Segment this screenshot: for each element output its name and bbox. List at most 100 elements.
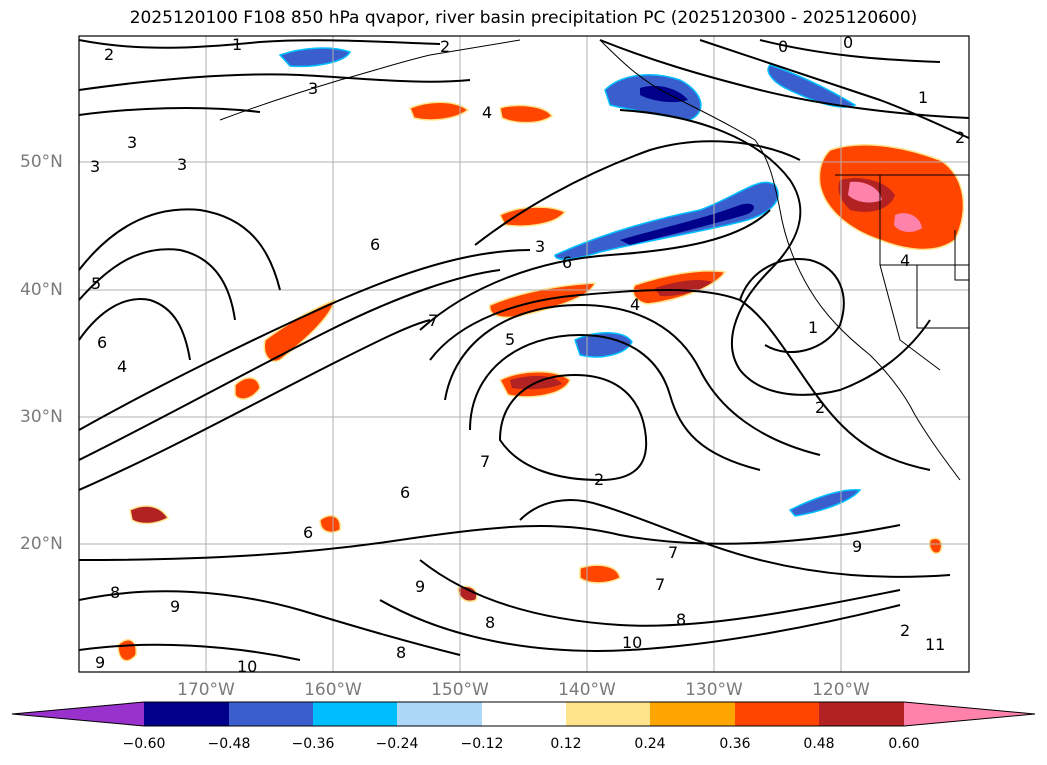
contour-label: 1	[918, 88, 928, 107]
lon-label-160w: 160°W	[304, 680, 362, 700]
contour-label: 9	[415, 577, 425, 596]
colorbar-tick-label: −0.60	[122, 736, 166, 752]
contour-line	[619, 109, 931, 396]
lon-label-170w: 170°W	[177, 680, 235, 700]
contour-label: 2	[900, 621, 910, 640]
contour-label: 1	[808, 318, 818, 337]
pc-positive-peak	[894, 213, 922, 232]
colorbar-extend-high	[904, 702, 1035, 726]
pc-negative-core	[620, 203, 755, 245]
contour-label: 0	[843, 33, 853, 52]
map-frame	[78, 35, 970, 673]
contour-line	[469, 333, 761, 471]
contour-line	[419, 559, 901, 627]
contour-label: 8	[396, 643, 406, 662]
contour-label: 10	[622, 633, 642, 652]
pc-negative-region	[767, 64, 857, 108]
lon-label-140w: 140°W	[558, 680, 616, 700]
contour-label: 3	[127, 133, 137, 152]
contour-label: 4	[900, 251, 910, 270]
contour-label: 9	[170, 597, 180, 616]
contour-label: 4	[630, 295, 640, 314]
contour-label: 10	[237, 657, 257, 676]
colorbar-tick-label: −0.48	[207, 736, 251, 752]
contour-line	[759, 39, 941, 63]
lat-label-20n: 20°N	[20, 534, 63, 554]
state-border	[954, 230, 969, 281]
lat-label-50n: 50°N	[20, 152, 63, 172]
contour-line	[79, 590, 461, 656]
map-area: 1 2 2 0 0 1 2 3 3 3 3 3 4 4 4 4 5 5 6 6 …	[79, 33, 969, 676]
contour-line	[79, 643, 301, 661]
lon-label-120w: 120°W	[812, 680, 870, 700]
colorbar-extend-low	[12, 702, 144, 726]
colorbar-tick-label: −0.24	[375, 736, 419, 752]
state-border	[916, 265, 969, 329]
contour-line	[498, 373, 648, 482]
contour-label: 5	[91, 274, 101, 293]
contour-line	[79, 249, 531, 431]
pc-positive-core	[655, 280, 712, 297]
colorbar-tick-label: 0.36	[719, 736, 751, 752]
contour-label: 7	[428, 311, 438, 330]
contour-line	[79, 269, 501, 461]
contour-line	[79, 319, 431, 491]
colorbar-segment	[482, 702, 566, 726]
contour-line	[519, 499, 951, 578]
lat-label-40n: 40°N	[20, 280, 63, 300]
pc-negative-region	[574, 332, 633, 358]
contour-label: 3	[535, 237, 545, 256]
contour-label: 4	[482, 103, 492, 122]
contour-label: 6	[303, 523, 313, 542]
contour-label: 6	[370, 235, 380, 254]
contour-line	[79, 107, 261, 116]
contour-line	[444, 303, 821, 456]
contour-labels: 1 2 2 0 0 1 2 3 3 3 3 3 4 4 4 4 5 5 6 6 …	[90, 33, 965, 676]
contour-label: 9	[95, 653, 105, 672]
lon-label-150w: 150°W	[431, 680, 489, 700]
qvapor-contours	[79, 39, 969, 661]
colorbar-segment	[819, 702, 904, 726]
state-border	[879, 264, 941, 371]
contour-label: 8	[485, 613, 495, 632]
contour-line	[429, 289, 931, 471]
colorbar-outline	[11, 701, 1036, 727]
contour-line	[79, 208, 281, 291]
contour-label: 3	[90, 157, 100, 176]
contour-label: 3	[308, 79, 318, 98]
colorbar-segment	[229, 702, 313, 726]
colorbar	[11, 701, 1036, 727]
contour-label: 7	[480, 452, 490, 471]
map-title: 2025120100 F108 850 hPa qvapor, river ba…	[129, 8, 918, 28]
colorbar-tick-label: 0.60	[888, 736, 920, 752]
north-america-coast	[599, 39, 961, 481]
pc-positive-region	[234, 377, 261, 400]
pc-positive-region	[498, 206, 567, 227]
contour-label: 5	[505, 330, 515, 349]
contour-label: 6	[97, 333, 107, 352]
contour-label: 2	[440, 37, 450, 56]
precip-pc-fill	[117, 47, 965, 662]
alaska-coast	[219, 39, 521, 121]
pc-positive-region	[117, 639, 137, 662]
pc-positive-region	[319, 514, 341, 533]
contour-line	[79, 298, 191, 361]
contour-line	[474, 140, 801, 246]
contour-label: 8	[110, 583, 120, 602]
colorbar-segment	[313, 702, 397, 726]
contour-label: 8	[676, 610, 686, 629]
contour-label: 2	[594, 470, 604, 489]
contour-line	[379, 599, 901, 652]
contour-label: 2	[815, 398, 825, 417]
lat-label-30n: 30°N	[20, 407, 63, 427]
contour-label: 6	[562, 253, 572, 272]
pc-negative-region	[554, 181, 779, 260]
contour-label: 2	[104, 45, 114, 64]
contour-label: 9	[852, 537, 862, 556]
colorbar-tick-label: 0.12	[550, 736, 582, 752]
pc-positive-region	[499, 104, 554, 124]
colorbar-segment	[144, 702, 229, 726]
contour-line	[79, 39, 441, 49]
colorbar-tick-label: 0.24	[634, 736, 666, 752]
